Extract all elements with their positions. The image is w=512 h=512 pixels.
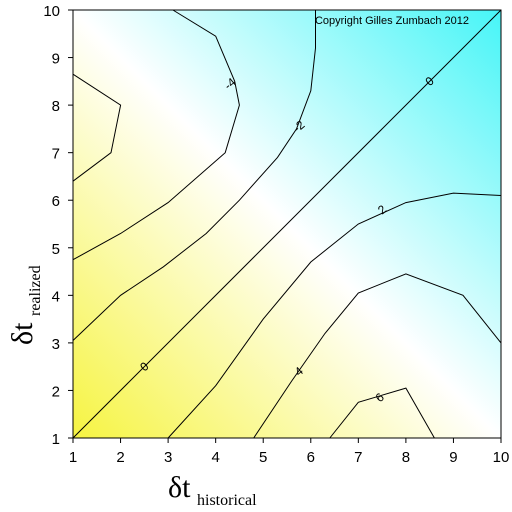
- contour-label: 6: [373, 390, 387, 405]
- contour-line: [167, 192, 502, 439]
- contour-label: -4: [221, 75, 238, 93]
- y-tick-label: 4: [52, 288, 60, 305]
- contour-label: 4: [292, 364, 306, 379]
- x-axis-title: δt historical: [168, 471, 257, 509]
- contour-line: [329, 387, 435, 439]
- x-tick-label: 3: [164, 449, 172, 466]
- contour-label: 0: [137, 359, 151, 374]
- plot-frame: [72, 9, 502, 439]
- contour-label: -2: [290, 118, 307, 136]
- contour-labels: -4 -2 0 0 2 4 6: [137, 74, 437, 405]
- x-tick-label: 8: [402, 449, 410, 466]
- contour-label: 0: [423, 74, 437, 89]
- y-tick-label: 1: [52, 431, 60, 448]
- y-tick-label: 5: [52, 241, 60, 258]
- y-axis-ticks: 1 2 3 4 5 6 7 8 9 10: [43, 3, 73, 448]
- y-tick-label: 10: [43, 3, 60, 20]
- y-tick-label: 3: [52, 336, 60, 353]
- y-axis-title-sub: realized: [27, 265, 44, 316]
- contour-lines: [72, 9, 502, 439]
- copyright-text: Copyright Gilles Zumbach 2012: [315, 15, 469, 27]
- y-tick-label: 9: [52, 51, 60, 68]
- x-tick-label: 2: [116, 449, 124, 466]
- y-axis-title: δt realized: [6, 265, 44, 345]
- y-tick-label: 7: [52, 146, 60, 163]
- x-tick-label: 7: [354, 449, 362, 466]
- contour-line: [72, 10, 316, 341]
- x-tick-label: 10: [493, 449, 510, 466]
- contour-line: [253, 273, 502, 439]
- contour-label: 2: [375, 202, 389, 217]
- x-axis-ticks: 1 2 3 4 5 6 7 8 9 10: [69, 438, 510, 466]
- y-tick-label: 8: [52, 98, 60, 115]
- y-tick-label: 6: [52, 193, 60, 210]
- y-axis-title-main: δt: [6, 322, 39, 345]
- y-tick-label: 2: [52, 383, 60, 400]
- contour-line: [72, 9, 240, 261]
- x-tick-label: 4: [211, 449, 219, 466]
- x-axis-title-main: δt: [168, 471, 191, 504]
- contour-line: [72, 73, 122, 182]
- x-tick-label: 1: [69, 449, 77, 466]
- x-tick-label: 9: [449, 449, 457, 466]
- x-tick-label: 6: [307, 449, 315, 466]
- x-tick-label: 5: [259, 449, 267, 466]
- contour-line: [72, 9, 502, 439]
- x-axis-title-sub: historical: [197, 492, 257, 509]
